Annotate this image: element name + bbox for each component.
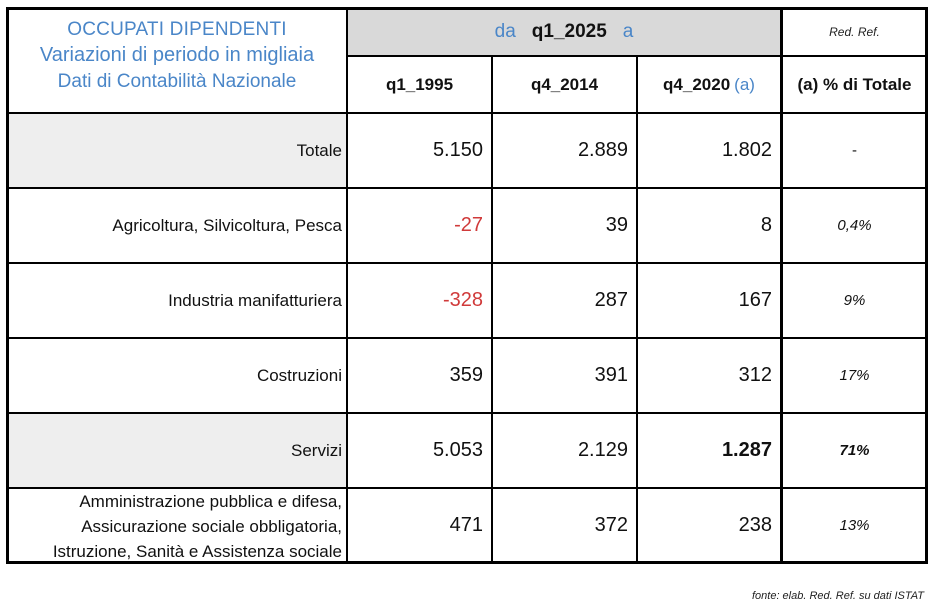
cell-costruzioni-q4-2014: 391: [493, 339, 638, 414]
period-label: q1_2025: [531, 20, 607, 42]
column-header-q4-2020: q4_2020 (a): [638, 57, 783, 114]
cell-agricoltura-q4-2020: 8: [638, 189, 783, 264]
cell-costruzioni-q1-1995: 359: [348, 339, 493, 414]
brand-label: Red. Ref.: [783, 8, 926, 57]
cell-costruzioni-percent: 17%: [783, 339, 926, 414]
cell-pa-q1-1995: 471: [348, 489, 493, 561]
column-header-q1-1995: q1_1995: [348, 57, 493, 114]
period-header: da q1_2025 a: [348, 8, 783, 57]
row-label-pubblica-amministrazione: Amministrazione pubblica e difesa, Assic…: [8, 489, 348, 561]
column-header-q4-2014: q4_2014: [493, 57, 638, 114]
row-label-totale: Totale: [8, 114, 348, 189]
column-header-label: q4_2014: [530, 74, 599, 94]
row-label-line: Amministrazione pubblica e difesa,: [79, 492, 342, 511]
table-title-block: OCCUPATI DIPENDENTI Variazioni di period…: [8, 8, 348, 114]
column-header-label: q1_1995: [385, 74, 454, 94]
cell-servizi-q1-1995: 5.053: [348, 414, 493, 489]
title-source-type: Dati di Contabilità Nazionale: [57, 71, 297, 92]
row-label-costruzioni: Costruzioni: [8, 339, 348, 414]
cell-industria-q4-2014: 287: [493, 264, 638, 339]
source-note: fonte: elab. Red. Ref. su dati ISTAT: [751, 590, 924, 602]
row-label-line: Istruzione, Sanità e Assistenza sociale: [52, 542, 342, 561]
row-label-line: Assicurazione sociale obbligatoria,: [81, 517, 342, 536]
cell-servizi-percent: 71%: [783, 414, 926, 489]
title-subtitle: Variazioni di periodo in migliaia: [39, 44, 315, 66]
cell-totale-percent: -: [783, 114, 926, 189]
cell-pa-q4-2014: 372: [493, 489, 638, 561]
da-label: da: [494, 20, 516, 42]
a-label: a: [622, 20, 634, 42]
cell-agricoltura-percent: 0,4%: [783, 189, 926, 264]
row-label-servizi: Servizi: [8, 414, 348, 489]
cell-totale-q4-2020: 1.802: [638, 114, 783, 189]
cell-agricoltura-q1-1995: -27: [348, 189, 493, 264]
column-header-note: (a): [734, 74, 755, 94]
cell-totale-q4-2014: 2.889: [493, 114, 638, 189]
cell-agricoltura-q4-2014: 39: [493, 189, 638, 264]
column-header-label: q4_2020: [663, 74, 731, 94]
cell-servizi-q4-2020: 1.287: [638, 414, 783, 489]
cell-costruzioni-q4-2020: 312: [638, 339, 783, 414]
cell-pa-percent: 13%: [839, 516, 870, 534]
title-main: OCCUPATI DIPENDENTI: [67, 19, 287, 40]
column-header-percent: (a) % di Totale: [783, 57, 926, 114]
cell-industria-q1-1995: -328: [348, 264, 493, 339]
cell-totale-q1-1995: 5.150: [348, 114, 493, 189]
column-header-label: (a) % di Totale: [797, 74, 912, 94]
cell-pa-q4-2020: 238: [638, 489, 783, 561]
row-label-industria: Industria manifatturiera: [8, 264, 348, 339]
cell-servizi-q4-2014: 2.129: [493, 414, 638, 489]
cell-industria-q4-2020: 167: [638, 264, 783, 339]
row-label-agricoltura: Agricoltura, Silvicoltura, Pesca: [8, 189, 348, 264]
cell-industria-percent: 9%: [783, 264, 926, 339]
